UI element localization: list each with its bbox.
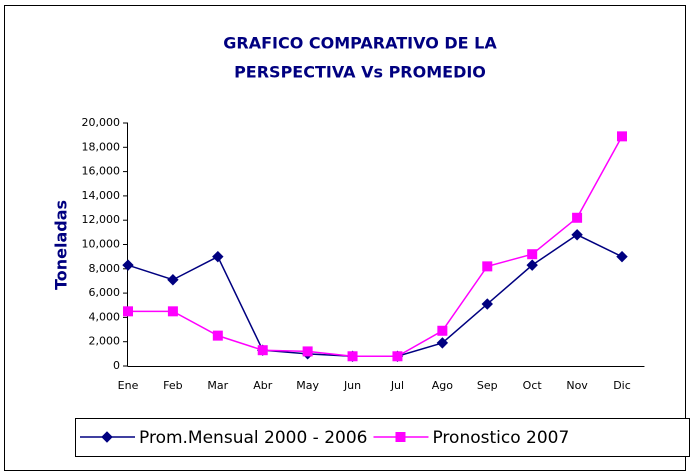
marker <box>302 346 313 357</box>
y-tick-label: 20,000 <box>82 116 121 129</box>
x-tick-label: Abr <box>253 379 273 392</box>
chart-title: PERSPECTIVA Vs PROMEDIO <box>234 63 486 82</box>
x-tick-label: Oct <box>523 379 543 392</box>
x-tick-label: Ene <box>118 379 139 392</box>
x-tick-label: Ago <box>432 379 454 392</box>
marker <box>482 261 493 272</box>
x-tick-label: Mar <box>207 379 228 392</box>
y-tick-label: 12,000 <box>82 213 121 226</box>
x-tick-label: May <box>296 379 319 392</box>
x-tick-label: Jun <box>343 379 361 392</box>
marker <box>527 249 538 260</box>
y-tick-label: 10,000 <box>82 238 121 251</box>
marker <box>167 274 179 286</box>
legend-label: Pronostico 2007 <box>432 428 569 448</box>
marker <box>347 351 358 362</box>
marker <box>212 330 223 341</box>
marker <box>571 229 583 241</box>
marker <box>212 250 224 263</box>
y-tick-label: 6,000 <box>89 286 121 299</box>
y-tick-label: 0 <box>113 359 120 372</box>
marker <box>437 325 448 336</box>
marker <box>167 306 178 317</box>
x-tick-label: Feb <box>163 379 182 392</box>
series-line <box>128 136 623 358</box>
marker <box>572 212 583 223</box>
y-tick-label: 16,000 <box>82 165 121 178</box>
marker <box>122 259 134 271</box>
y-tick-label: 8,000 <box>89 262 121 275</box>
marker <box>101 431 113 443</box>
x-tick-label: Nov <box>566 379 588 392</box>
legend-label: Prom.Mensual 2000 - 2006 <box>139 428 367 448</box>
marker <box>257 345 268 356</box>
y-tick-label: 4,000 <box>89 310 121 323</box>
marker <box>392 351 403 362</box>
y-tick-label: 14,000 <box>82 189 121 202</box>
marker <box>123 306 133 317</box>
y-axis-label: Toneladas <box>52 200 71 290</box>
marker <box>395 432 406 442</box>
marker <box>481 298 493 310</box>
marker <box>617 131 627 142</box>
y-tick-label: 2,000 <box>89 335 121 348</box>
y-tick-label: 18,000 <box>82 140 121 153</box>
x-tick-label: Dic <box>613 379 631 392</box>
chart-title: GRAFICO COMPARATIVO DE LA <box>223 34 497 53</box>
marker <box>526 259 538 271</box>
x-tick-label: Jul <box>390 379 404 392</box>
x-tick-label: Sep <box>477 379 498 392</box>
marker <box>616 250 628 263</box>
marker <box>436 337 449 349</box>
